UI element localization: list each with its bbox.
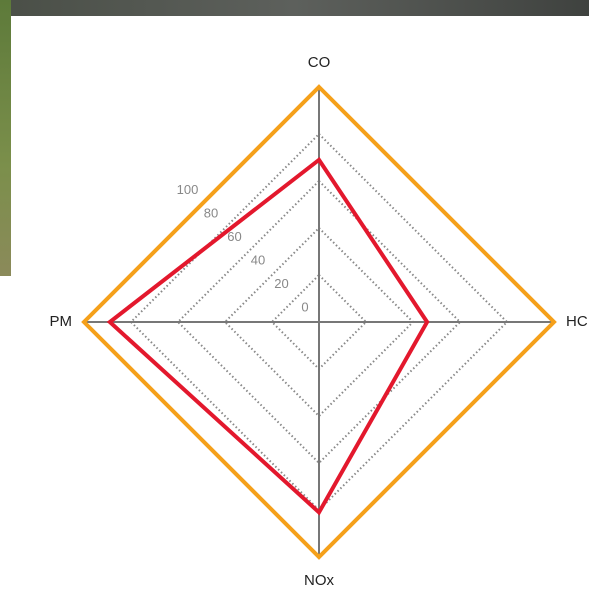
category-label: NOx [304,572,335,589]
background-photo-grass [0,0,11,276]
category-label: PM [50,313,73,330]
tick-label: 0 [301,299,308,314]
background-photo-road [0,0,589,16]
tick-label: 20 [274,276,288,291]
chart: COHCNOxPM020406080100 [0,0,589,591]
chart-panel [11,16,589,591]
category-label: HC [566,313,588,330]
tick-label: 40 [251,252,265,267]
page: COHCNOxPM020406080100 (() => { const dat… [0,0,589,591]
category-label: CO [308,54,331,71]
tick-label: 80 [204,205,218,220]
tick-label: 100 [177,182,199,197]
